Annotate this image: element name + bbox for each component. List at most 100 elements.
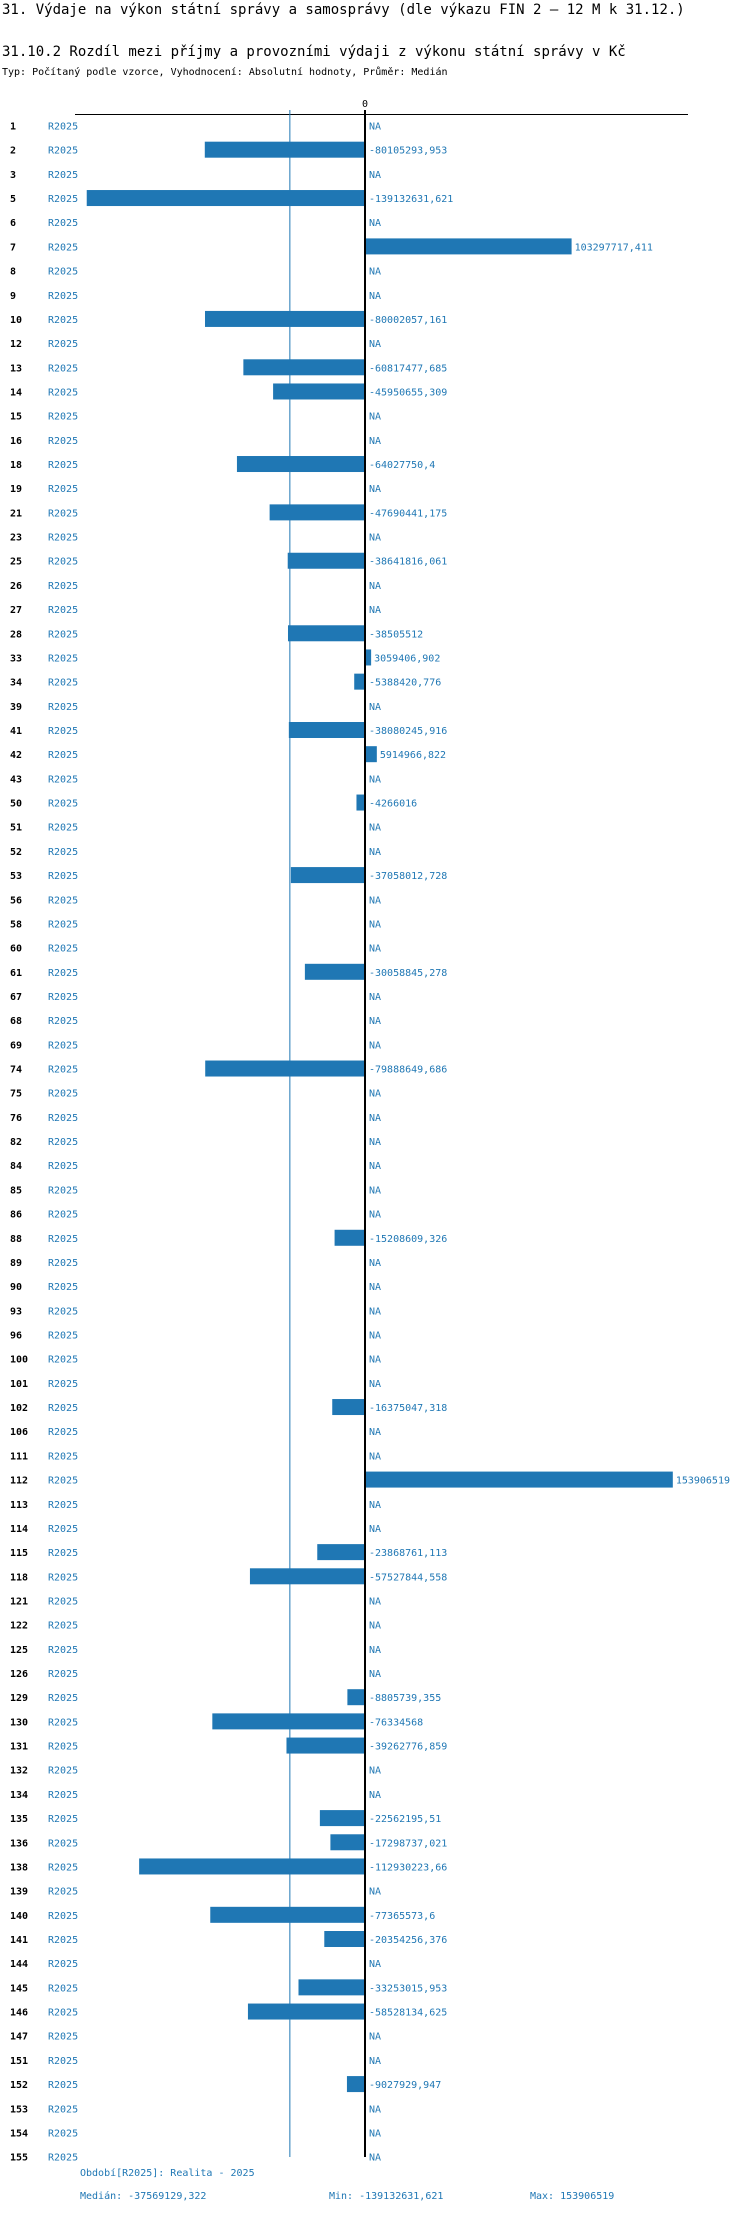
series-label: R2025: [48, 1596, 78, 1607]
value-label: NA: [369, 1089, 381, 1100]
series-label: R2025: [48, 1911, 78, 1922]
bar: [288, 722, 365, 738]
bar: [236, 456, 365, 473]
bar: [334, 1229, 365, 1246]
value-label: NA: [369, 533, 381, 544]
value-label: -30058845,278: [369, 968, 447, 979]
category-label: 42: [10, 750, 22, 761]
series-label: R2025: [48, 678, 78, 689]
bar: [286, 1737, 365, 1754]
category-label: 130: [10, 1717, 28, 1728]
bar: [324, 1931, 365, 1947]
value-label: -80105293,953: [369, 146, 447, 157]
series-label: R2025: [48, 146, 78, 157]
value-label: NA: [369, 2153, 381, 2164]
series-label: R2025: [48, 339, 78, 350]
series-label: R2025: [48, 1040, 78, 1051]
bar: [204, 310, 365, 327]
category-label: 7: [10, 242, 16, 253]
category-label: 126: [10, 1669, 28, 1680]
category-label: 34: [10, 678, 22, 689]
value-label: -112930223,66: [369, 1862, 447, 1873]
series-label: R2025: [48, 1282, 78, 1293]
series-label: R2025: [48, 194, 78, 205]
series-label: R2025: [48, 2104, 78, 2115]
category-label: 141: [10, 1935, 28, 1946]
value-label: -17298737,021: [369, 1838, 447, 1849]
series-label: R2025: [48, 1669, 78, 1680]
value-label: NA: [369, 218, 381, 229]
series-label: R2025: [48, 436, 78, 447]
series-label: R2025: [48, 1645, 78, 1656]
value-label: NA: [369, 581, 381, 592]
value-label: 153906519: [676, 1476, 730, 1487]
value-label: NA: [369, 1210, 381, 1221]
series-label: R2025: [48, 871, 78, 882]
category-label: 102: [10, 1403, 28, 1414]
category-label: 113: [10, 1500, 28, 1511]
bar: [243, 359, 365, 376]
category-label: 122: [10, 1621, 28, 1632]
category-label: 140: [10, 1911, 28, 1922]
category-label: 147: [10, 2032, 28, 2043]
series-label: R2025: [48, 581, 78, 592]
value-label: NA: [369, 1645, 381, 1656]
value-label: -8805739,355: [369, 1693, 441, 1704]
category-label: 60: [10, 944, 22, 955]
series-label: R2025: [48, 799, 78, 810]
series-label: R2025: [48, 1524, 78, 1535]
series-label: R2025: [48, 847, 78, 858]
series-label: R2025: [48, 1427, 78, 1438]
series-label: R2025: [48, 508, 78, 519]
bar: [347, 1689, 365, 1706]
category-label: 41: [10, 726, 22, 737]
series-label: R2025: [48, 1355, 78, 1366]
series-label: R2025: [48, 1234, 78, 1245]
value-label: NA: [369, 339, 381, 350]
series-label: R2025: [48, 1935, 78, 1946]
series-label: R2025: [48, 1113, 78, 1124]
category-label: 27: [10, 605, 22, 616]
series-label: R2025: [48, 1379, 78, 1390]
bar: [317, 1544, 365, 1561]
value-label: -77365573,6: [369, 1911, 435, 1922]
series-label: R2025: [48, 968, 78, 979]
series-label: R2025: [48, 412, 78, 423]
value-label: NA: [369, 1451, 381, 1462]
series-label: R2025: [48, 944, 78, 955]
value-label: -33253015,953: [369, 1983, 447, 1994]
series-label: R2025: [48, 387, 78, 398]
value-label: NA: [369, 1161, 381, 1172]
series-label: R2025: [48, 1959, 78, 1970]
bar: [204, 141, 365, 158]
series-label: R2025: [48, 1548, 78, 1559]
category-label: 96: [10, 1331, 22, 1342]
series-label: R2025: [48, 1766, 78, 1777]
series-label: R2025: [48, 1185, 78, 1196]
value-label: -9027929,947: [369, 2080, 441, 2091]
value-label: -5388420,776: [369, 678, 441, 689]
footer-min: Min: -139132631,621: [329, 2191, 444, 2202]
value-label: NA: [369, 267, 381, 278]
value-label: NA: [369, 774, 381, 785]
value-label: -58528134,625: [369, 2008, 447, 2019]
series-label: R2025: [48, 1621, 78, 1632]
value-label: -37058012,728: [369, 871, 447, 882]
category-label: 90: [10, 1282, 22, 1293]
series-label: R2025: [48, 1862, 78, 1873]
value-label: -15208609,326: [369, 1234, 447, 1245]
category-label: 75: [10, 1089, 22, 1100]
category-label: 26: [10, 581, 22, 592]
series-label: R2025: [48, 291, 78, 302]
series-label: R2025: [48, 1306, 78, 1317]
value-label: NA: [369, 1185, 381, 1196]
value-label: -80002057,161: [369, 315, 447, 326]
bar: [365, 238, 572, 255]
category-label: 146: [10, 2008, 28, 2019]
category-label: 100: [10, 1355, 28, 1366]
category-label: 93: [10, 1306, 22, 1317]
category-label: 144: [10, 1959, 28, 1970]
series-label: R2025: [48, 1065, 78, 1076]
category-label: 9: [10, 291, 16, 302]
category-label: 115: [10, 1548, 28, 1559]
